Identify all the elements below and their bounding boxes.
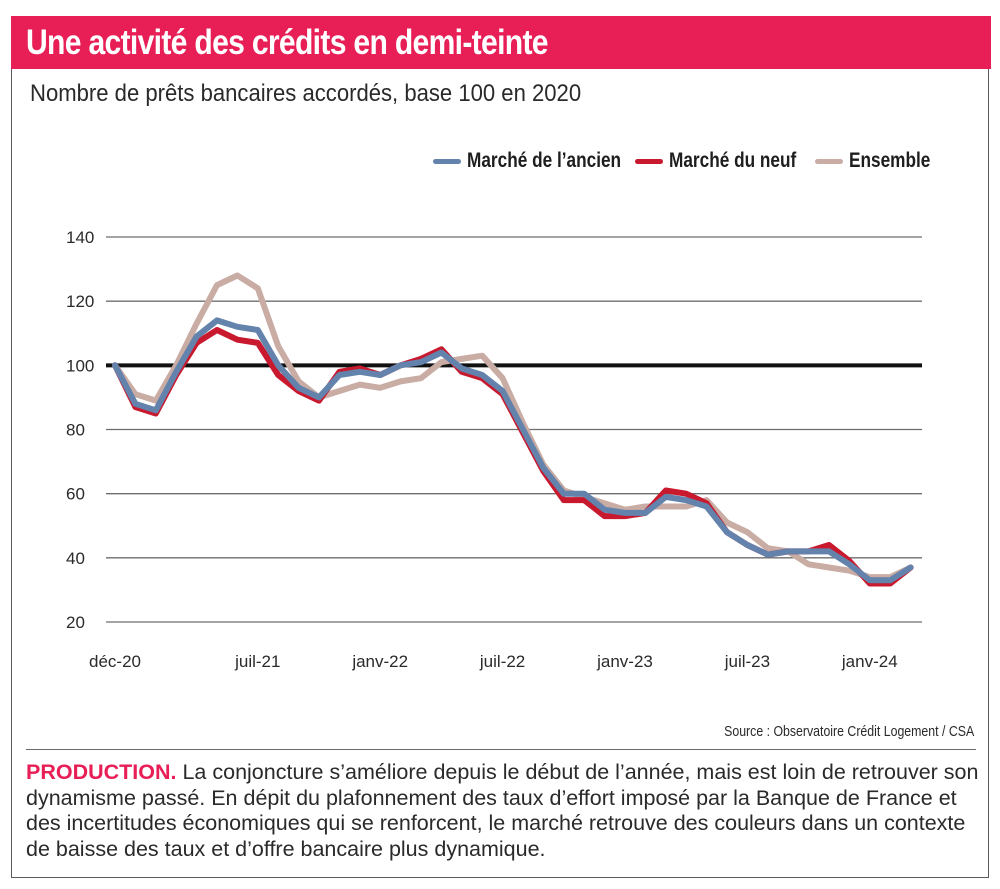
- y-tick-label: 140: [66, 228, 94, 247]
- y-tick-label: 40: [66, 549, 85, 568]
- title-bar: [11, 16, 991, 69]
- legend-label-ensemble: Ensemble: [849, 149, 931, 172]
- divider: [26, 749, 976, 750]
- legend-label-neuf: Marché du neuf: [669, 149, 797, 172]
- y-tick-label: 20: [66, 613, 85, 632]
- caption: PRODUCTION. La conjoncture s’améliore de…: [26, 760, 986, 862]
- series-lines: [112, 272, 914, 587]
- legend-item-ancien: Marché de l’ancien: [433, 149, 621, 173]
- x-tick-label: juil-23: [724, 652, 770, 671]
- y-tick-label: 80: [66, 421, 85, 440]
- x-tick-label: juil-22: [479, 652, 525, 671]
- legend-label-ancien: Marché de l’ancien: [467, 149, 622, 172]
- legend: Marché de l’ancien Marché du neuf Ensemb…: [433, 146, 947, 176]
- legend-swatch-ensemble: [815, 158, 843, 164]
- y-tick-label: 60: [66, 485, 85, 504]
- series-line-ancien: [112, 317, 914, 584]
- x-tick-label: déc-20: [89, 652, 141, 671]
- grid-lines: [106, 236, 922, 623]
- legend-swatch-neuf: [635, 158, 663, 164]
- series-line-neuf: [112, 327, 914, 587]
- legend-swatch-ancien: [433, 158, 461, 164]
- x-axis-ticks: déc-20 juil-21 janv-22 juil-22 janv-23 juil-2…: [89, 652, 898, 671]
- legend-item-ensemble: Ensemble: [815, 149, 933, 173]
- source-note: Source : Observatoire Crédit Logement / …: [723, 724, 974, 740]
- x-tick-label: janv-22: [351, 652, 408, 671]
- y-tick-label: 120: [66, 292, 94, 311]
- x-tick-label: janv-24: [841, 652, 898, 671]
- chart-frame: [11, 16, 989, 878]
- caption-lead: PRODUCTION.: [26, 760, 177, 784]
- caption-text: La conjoncture s’améliore depuis le débu…: [26, 760, 979, 861]
- y-axis-ticks: 20 40 60 80 100 120 140: [66, 228, 94, 632]
- legend-item-neuf: Marché du neuf: [635, 149, 801, 173]
- x-tick-label: juil-21: [234, 652, 280, 671]
- y-tick-label: 100: [66, 356, 94, 375]
- chart-subtitle: Nombre de prêts bancaires accordés, base…: [30, 80, 582, 107]
- chart-title: Une activité des crédits en demi-teinte: [26, 23, 549, 62]
- series-line-ensemble: [112, 272, 914, 581]
- x-tick-label: janv-23: [596, 652, 653, 671]
